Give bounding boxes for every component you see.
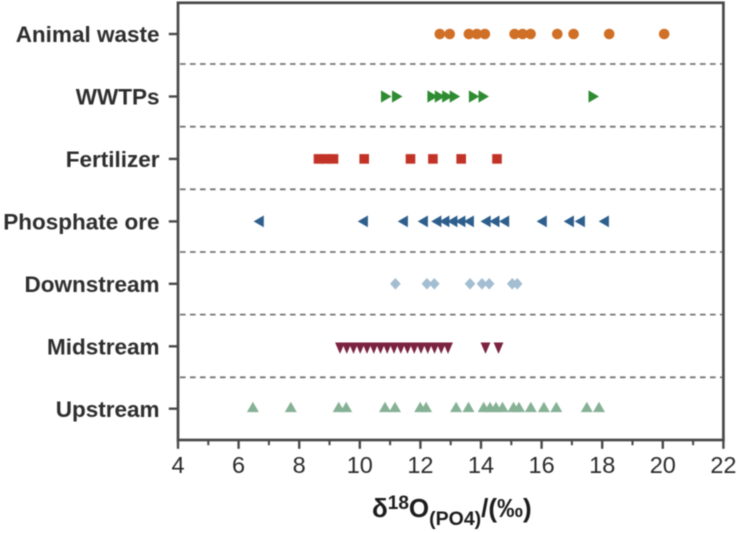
svg-text:8: 8 (293, 452, 306, 478)
svg-text:20: 20 (650, 452, 676, 478)
svg-text:WWTPs: WWTPs (76, 85, 160, 110)
svg-text:Fertilizer: Fertilizer (66, 147, 160, 172)
svg-text:16: 16 (529, 452, 555, 478)
svg-text:Upstream: Upstream (56, 397, 160, 422)
svg-text:Phosphate ore: Phosphate ore (3, 210, 159, 235)
svg-text:Animal waste: Animal waste (16, 22, 160, 47)
svg-text:12: 12 (407, 452, 433, 478)
svg-text:Midstream: Midstream (47, 334, 160, 359)
svg-text:4: 4 (171, 452, 184, 478)
svg-text:14: 14 (468, 452, 494, 478)
svg-text:10: 10 (347, 452, 373, 478)
svg-text:6: 6 (232, 452, 245, 478)
svg-text:Downstream: Downstream (24, 272, 159, 297)
svg-text:18: 18 (589, 452, 615, 478)
svg-text:22: 22 (710, 452, 736, 478)
svg-text:δ18O(PO4)/(‰): δ18O(PO4)/(‰) (372, 493, 532, 530)
